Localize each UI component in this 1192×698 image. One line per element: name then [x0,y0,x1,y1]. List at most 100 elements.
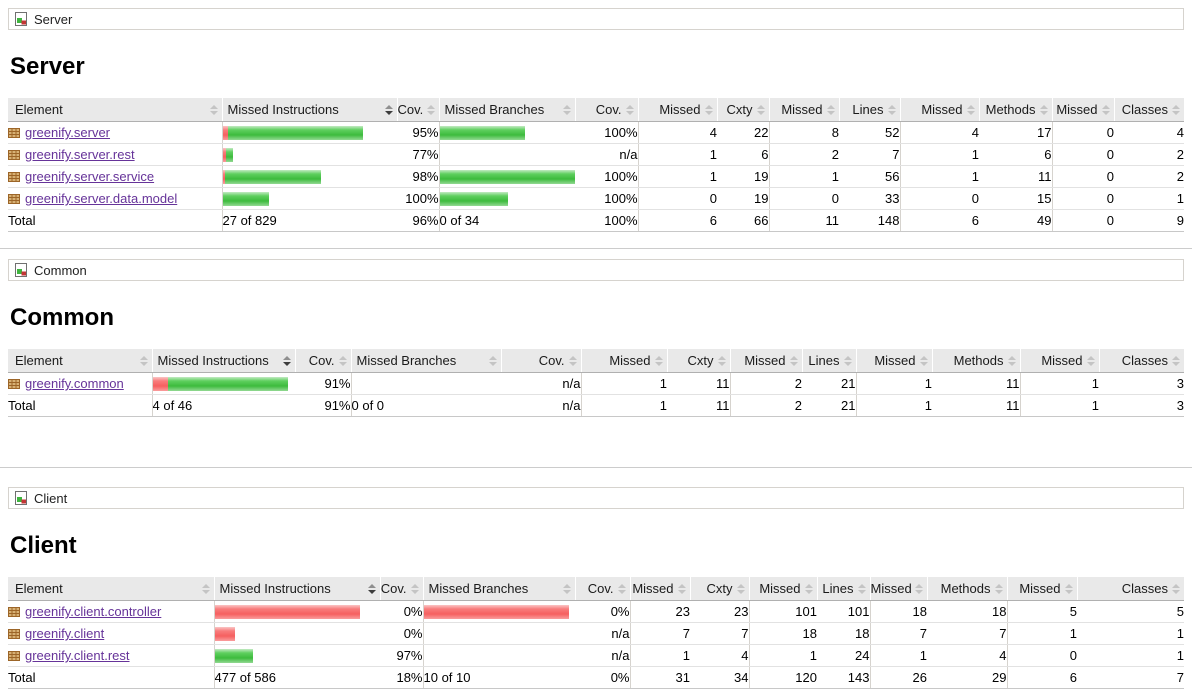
column-header-classes-12[interactable]: Classes [1076,577,1184,601]
column-header-element-0[interactable]: Element [8,98,222,122]
column-header-missed-9[interactable]: Missed [899,98,979,122]
column-header-missed-instructions-1[interactable]: Missed Instructions [213,577,380,601]
column-header-missed-9[interactable]: Missed [855,349,932,373]
column-header-missed-branches-3[interactable]: Missed Branches [438,98,575,122]
package-icon [8,650,20,662]
report-section-server: Server Server Element Missed Instructions… [8,8,1184,232]
total-classes-value: 9 [1114,209,1184,232]
column-header-missed-5[interactable]: Missed [629,577,690,601]
element-cell: greenify.common [8,372,152,395]
sort-desc-icon [367,583,376,594]
column-header-cov--2[interactable]: Cov. [379,577,423,601]
column-header-lines-8[interactable]: Lines [801,349,856,373]
column-header-label: Missed [870,581,912,596]
element-cell: greenify.server [8,121,222,144]
total-branches-ratio: 0 of 0 [350,394,501,417]
branches-bar [438,187,575,210]
column-header-methods-10[interactable]: Methods [978,98,1052,122]
package-icon [8,127,20,139]
column-header-missed-5[interactable]: Missed [580,349,667,373]
column-header-element-0[interactable]: Element [8,577,214,601]
column-header-missed-branches-3[interactable]: Missed Branches [422,577,575,601]
total-cxty-value: 11 [667,394,730,417]
column-header-missed-5[interactable]: Missed [637,98,717,122]
package-icon [8,171,20,183]
instructions-bar-graphic [223,191,397,206]
sort-icon [756,104,765,115]
package-link[interactable]: greenify.server.rest [25,147,135,162]
sort-icon [843,355,852,366]
package-link[interactable]: greenify.client.rest [25,648,130,663]
page-title: Client [10,532,77,559]
column-header-methods-10[interactable]: Methods [926,577,1007,601]
column-header-element-0[interactable]: Element [8,349,152,373]
column-header-label: Cov. [308,353,335,368]
sort-icon [826,104,835,115]
package-link[interactable]: greenify.server.service [25,169,155,184]
cxty-value: 6 [717,143,769,166]
column-header-lines-8[interactable]: Lines [838,98,900,122]
lines-value: 56 [839,165,900,188]
column-header-missed-7[interactable]: Missed [729,349,802,373]
column-header-missed-7[interactable]: Missed [748,577,817,601]
branches-bar [438,143,575,166]
column-header-missed-instructions-1[interactable]: Missed Instructions [221,98,397,122]
package-link[interactable]: greenify.server.data.model [25,191,178,206]
column-header-label: Missed [609,353,651,368]
package-link[interactable]: greenify.common [25,376,124,391]
total-lines-value: 21 [802,394,856,417]
column-header-cov--2[interactable]: Cov. [294,349,351,373]
branches-coverage-value: n/a [575,644,630,667]
coverage-report-page: Server Server Element Missed Instructions… [0,8,1192,689]
sort-icon [1064,583,1073,594]
table-row: greenify.client.controller 0% 0% 23 23 101 101… [8,600,1184,623]
classes-value: 2 [1114,165,1184,188]
column-header-cxty-6[interactable]: Cxty [716,98,769,122]
column-header-cov--4[interactable]: Cov. [500,349,581,373]
missed-classes-value: 5 [1006,600,1077,623]
cxty-value: 23 [690,600,749,623]
covered-bar-segment [440,169,575,184]
report-group-icon [14,491,28,505]
sort-icon [914,583,923,594]
column-header-missed-11[interactable]: Missed [1006,577,1077,601]
table-row: greenify.server.data.model 100% 100% 0 19 0 33… [8,187,1184,210]
package-link[interactable]: greenify.client.controller [25,604,162,619]
instructions-bar [221,187,397,210]
column-header-methods-10[interactable]: Methods [931,349,1020,373]
package-link[interactable]: greenify.server [25,125,111,140]
column-header-missed-9[interactable]: Missed [869,577,927,601]
column-header-label: Cov. [595,102,622,117]
column-header-classes-12[interactable]: Classes [1113,98,1184,122]
coverage-table: Element Missed Instructions Cov. Missed Bra… [8,349,1184,417]
column-header-lines-8[interactable]: Lines [816,577,870,601]
column-header-missed-branches-3[interactable]: Missed Branches [350,349,501,373]
element-cell: greenify.server.rest [8,143,222,166]
column-header-missed-instructions-1[interactable]: Missed Instructions [151,349,295,373]
sort-icon [562,104,571,115]
missed-cxty-value: 7 [629,622,690,645]
column-header-cov--4[interactable]: Cov. [574,577,630,601]
total-instructions-ratio: 27 of 829 [221,209,397,232]
missed-bar-segment [223,125,228,140]
column-header-classes-12[interactable]: Classes [1098,349,1184,373]
column-header-cxty-6[interactable]: Cxty [666,349,730,373]
package-link[interactable]: greenify.client [25,626,105,641]
column-header-cov--2[interactable]: Cov. [396,98,439,122]
total-missed-lines-value: 2 [729,394,802,417]
column-header-missed-11[interactable]: Missed [1019,349,1099,373]
methods-value: 18 [927,600,1007,623]
column-header-missed-11[interactable]: Missed [1051,98,1114,122]
column-header-label: Missed Instructions [227,102,339,117]
total-methods-value: 11 [932,394,1020,417]
covered-bar-segment [225,147,233,162]
column-header-missed-7[interactable]: Missed [768,98,839,122]
missed-lines-value: 18 [748,622,817,645]
sort-icon [1039,104,1048,115]
column-header-cxty-6[interactable]: Cxty [689,577,749,601]
total-label: Total [8,394,152,417]
column-header-label: Missed Branches [356,353,457,368]
element-cell: greenify.client.rest [8,644,214,667]
column-header-label: Missed Instructions [157,353,269,368]
column-header-cov--4[interactable]: Cov. [574,98,638,122]
